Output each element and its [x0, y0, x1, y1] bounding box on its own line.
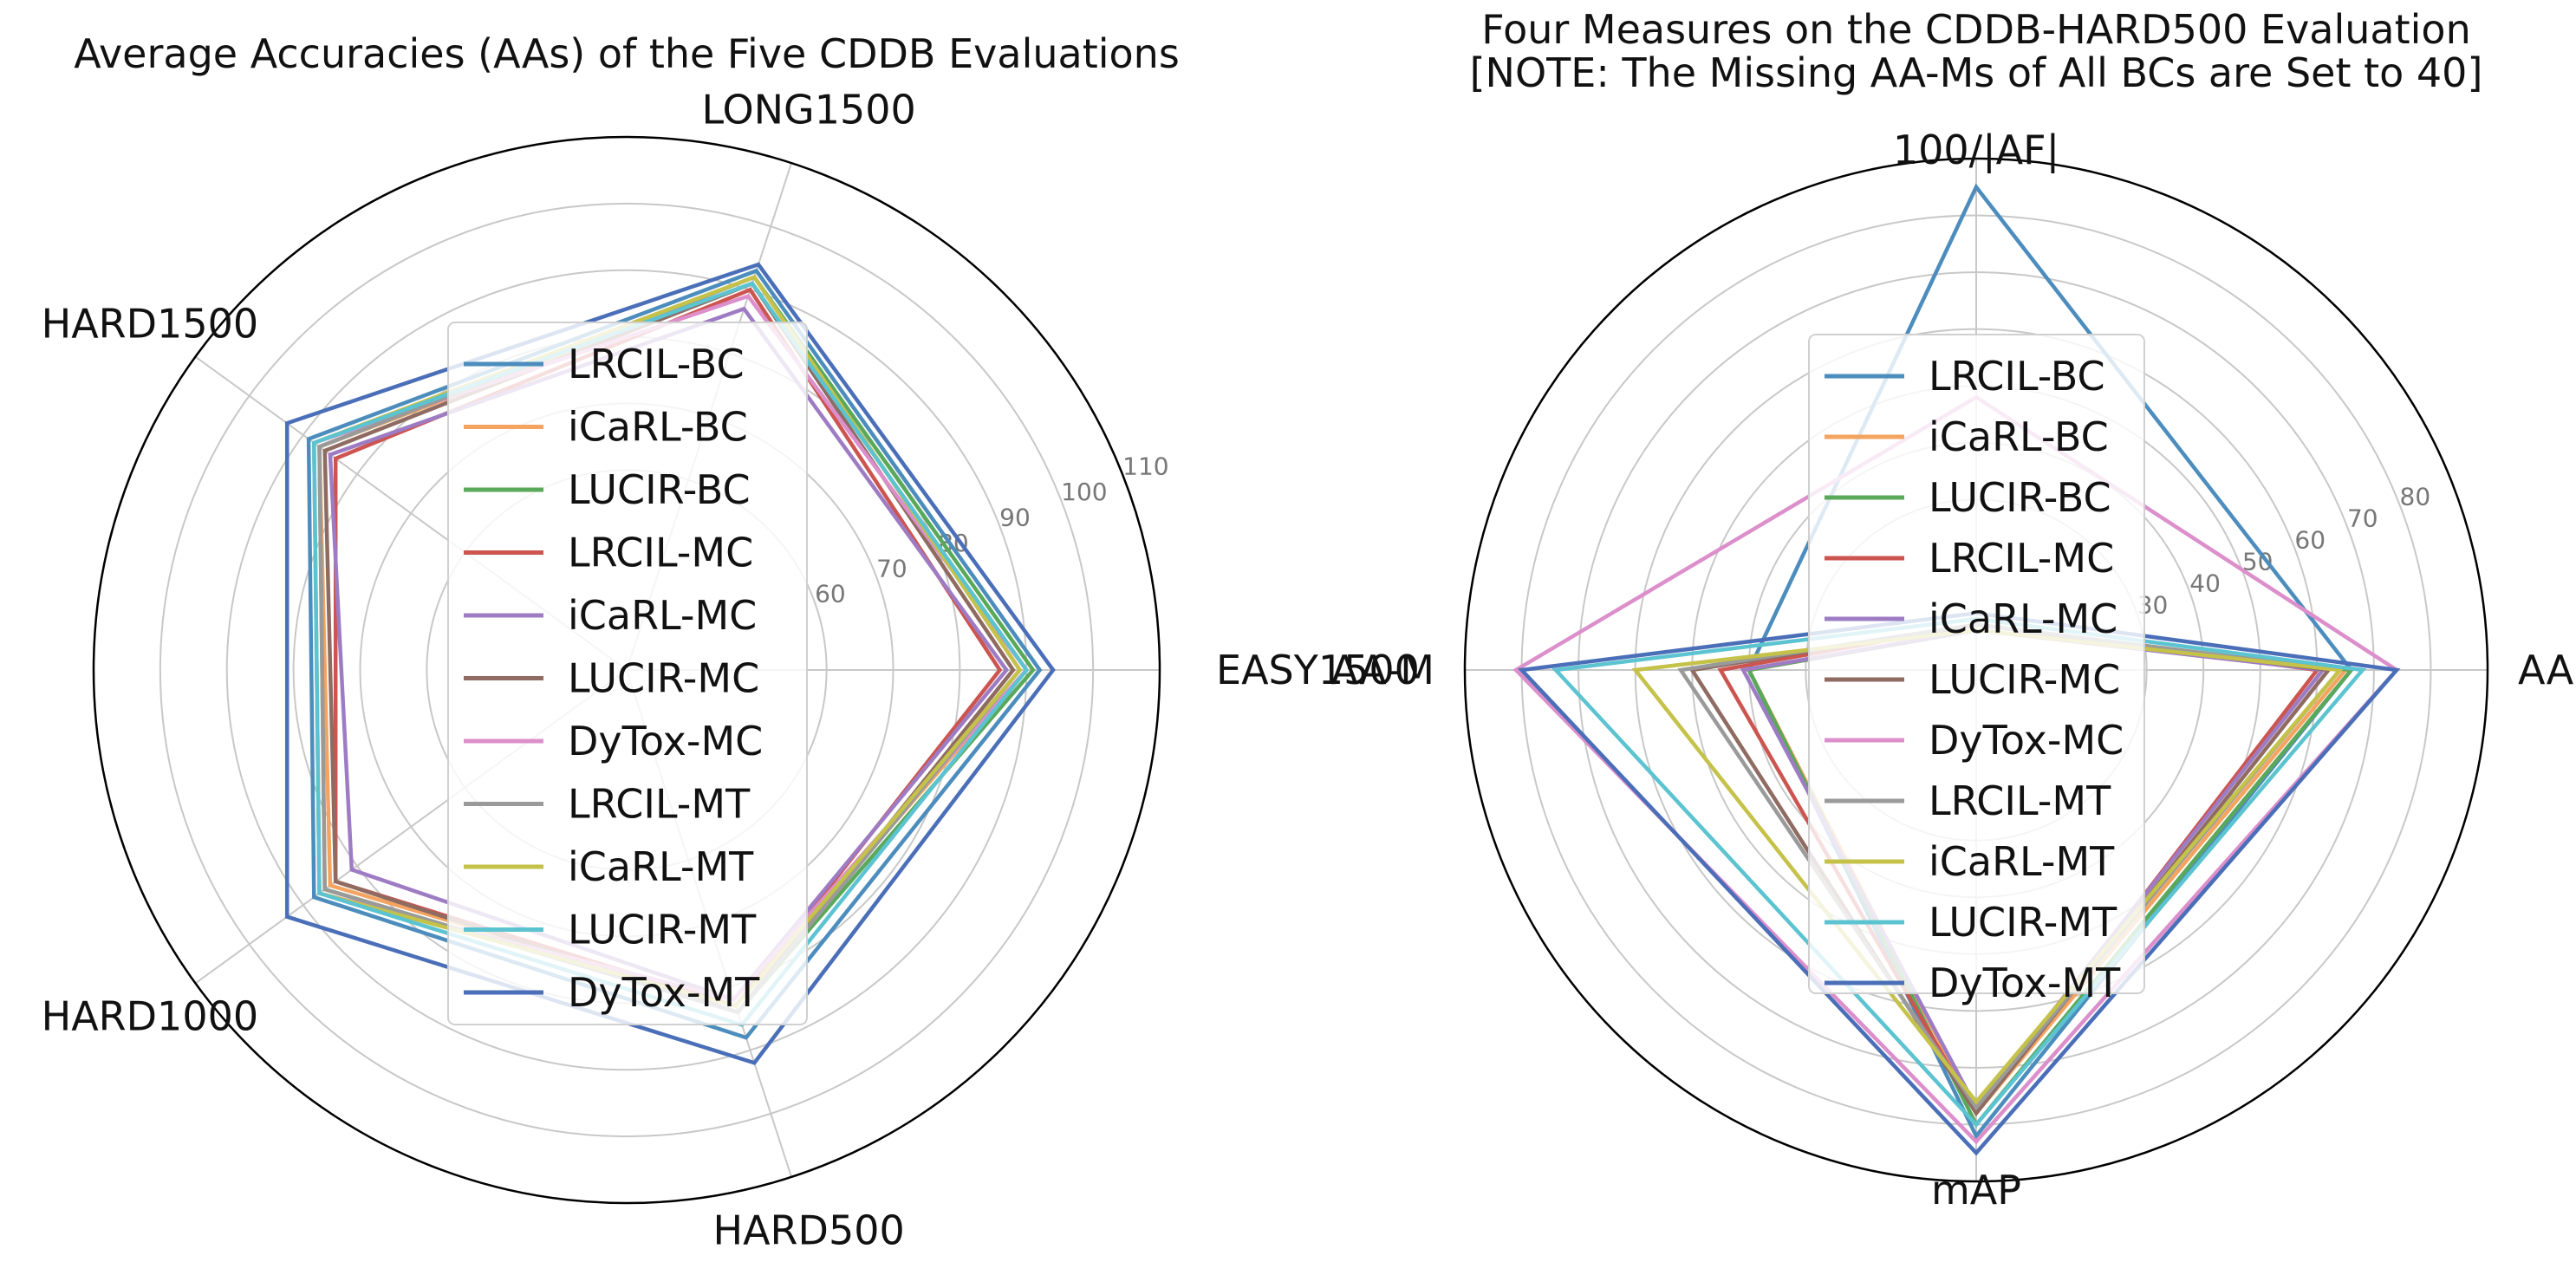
axis-label-easy1500: EASY1500	[1216, 647, 1420, 693]
legend-entry-icarl-mc: iCaRL-MC	[568, 592, 757, 639]
tick-label: 70	[876, 554, 907, 582]
axis-label-hard500: HARD500	[713, 1207, 905, 1254]
legend-entry-dytox-mt: DyTox-MT	[1929, 960, 2121, 1006]
axis-label-hard1000: HARD1000	[42, 993, 259, 1040]
tick-label: 40	[2189, 569, 2221, 598]
tick-label: 90	[999, 503, 1031, 531]
outer-ring	[1463, 157, 2489, 1183]
legend-entry-icarl-mt: iCaRL-MT	[568, 843, 754, 890]
axis-label-aa: AA	[2518, 647, 2574, 693]
legend-entry-lucir-mc: LUCIR-MC	[568, 655, 759, 702]
tick-label: 100	[1061, 478, 1107, 506]
legend-entry-lucir-mt: LUCIR-MT	[568, 907, 757, 953]
axis-labels: EASY1500 LONG1500 HARD1500 HARD1000 HARD500	[42, 86, 1420, 1253]
legend-entry-lrcil-bc: LRCIL-BC	[1929, 353, 2105, 400]
chart-subtitle: [NOTE: The Missing AA-Ms of All BCs are …	[1470, 49, 2483, 96]
legend-entry-lrcil-mt: LRCIL-MT	[1929, 777, 2111, 824]
chart-title: Average Accuracies (AAs) of the Five CDD…	[74, 30, 1180, 77]
legend-entry-dytox-mc: DyTox-MC	[568, 718, 763, 764]
legend-entry-lucir-mc: LUCIR-MC	[1929, 656, 2120, 703]
legend-entry-lrcil-mc: LRCIL-MC	[1929, 535, 2114, 582]
legend: LRCIL-BC iCaRL-BC LUCIR-BC LRCIL-MC iCaRL-MC…	[447, 322, 808, 1025]
legend-entry-lucir-bc: LUCIR-BC	[568, 466, 751, 513]
axis-label-long1500: LONG1500	[701, 86, 915, 133]
axis-label-aa-m: AA-M	[1331, 647, 1435, 693]
tick-label: 110	[1122, 452, 1168, 481]
legend: LRCIL-BC iCaRL-BC LUCIR-BC LRCIL-MC iCaRL-MC…	[1808, 334, 2145, 1006]
chart-title: Four Measures on the CDDB-HARD500 Evalua…	[1481, 6, 2470, 53]
tick-label: 60	[815, 580, 846, 608]
axis-labels: AA 100/|AF| AA-M mAP	[1331, 127, 2574, 1213]
legend-box	[447, 322, 808, 1025]
tick-label: 80	[2400, 482, 2431, 511]
axis-label-100-af: 100/|AF|	[1893, 127, 2059, 174]
legend-entry-lucir-mt: LUCIR-MT	[1929, 899, 2117, 946]
legend-entry-icarl-mc: iCaRL-MC	[1929, 595, 2117, 642]
axis-label-hard1500: HARD1500	[42, 300, 259, 347]
outer-ring	[92, 135, 1161, 1205]
legend-entry-lucir-bc: LUCIR-BC	[1929, 474, 2111, 521]
legend-entry-lrcil-mt: LRCIL-MT	[568, 781, 751, 828]
axis-label-map: mAP	[1931, 1167, 2021, 1213]
legend-entry-icarl-bc: iCaRL-BC	[1929, 413, 2109, 460]
legend-entry-icarl-bc: iCaRL-BC	[568, 404, 748, 451]
radar-chart-cddb-evaluations: Average Accuracies (AAs) of the Five CDD…	[42, 30, 1420, 1254]
legend-entry-lrcil-mc: LRCIL-MC	[568, 530, 753, 576]
legend-entry-icarl-mt: iCaRL-MT	[1929, 838, 2115, 885]
tick-label: 70	[2347, 504, 2378, 532]
legend-entry-dytox-mt: DyTox-MT	[568, 969, 760, 1016]
radar-chart-hard500-measures: Four Measures on the CDDB-HARD500 Evalua…	[1331, 6, 2574, 1213]
legend-entry-lrcil-bc: LRCIL-BC	[568, 341, 745, 387]
legend-entry-dytox-mc: DyTox-MC	[1929, 717, 2124, 764]
tick-label: 60	[2294, 525, 2326, 554]
